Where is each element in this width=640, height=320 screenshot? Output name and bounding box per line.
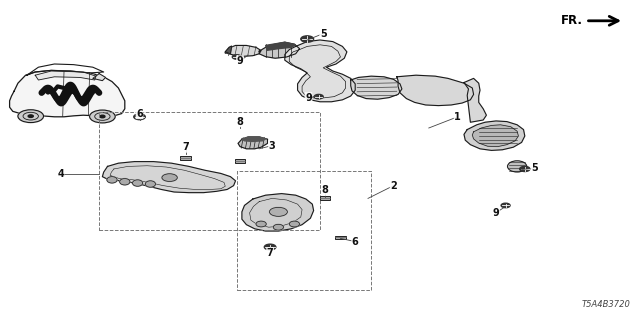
Ellipse shape	[107, 177, 117, 183]
Circle shape	[501, 203, 510, 208]
Bar	[235, 159, 245, 163]
Polygon shape	[242, 194, 314, 231]
Circle shape	[90, 110, 115, 123]
Polygon shape	[225, 45, 261, 56]
Polygon shape	[259, 42, 300, 58]
Circle shape	[162, 174, 177, 181]
Polygon shape	[242, 137, 266, 141]
Text: 1: 1	[454, 112, 461, 122]
Text: T5A4B3720: T5A4B3720	[582, 300, 630, 309]
Ellipse shape	[145, 181, 156, 187]
Text: 4: 4	[58, 169, 64, 180]
Circle shape	[269, 207, 287, 216]
Bar	[237, 171, 371, 290]
Text: 5: 5	[320, 28, 326, 39]
Text: 9: 9	[493, 208, 499, 218]
Circle shape	[301, 36, 314, 42]
Circle shape	[264, 244, 276, 250]
Ellipse shape	[508, 161, 527, 172]
Circle shape	[28, 115, 33, 117]
Text: 9: 9	[237, 56, 243, 66]
Polygon shape	[266, 42, 296, 50]
Circle shape	[232, 55, 241, 59]
Text: 5: 5	[531, 163, 538, 173]
Polygon shape	[464, 78, 486, 122]
Bar	[180, 156, 191, 160]
Polygon shape	[464, 121, 525, 150]
Ellipse shape	[120, 179, 130, 185]
Polygon shape	[472, 125, 518, 147]
Polygon shape	[93, 74, 106, 81]
Ellipse shape	[256, 221, 266, 227]
Polygon shape	[102, 162, 236, 193]
Polygon shape	[238, 137, 268, 149]
Bar	[335, 236, 346, 239]
Polygon shape	[225, 46, 232, 54]
Polygon shape	[35, 71, 96, 80]
Polygon shape	[10, 70, 125, 117]
Text: 8: 8	[322, 185, 328, 196]
Text: 9: 9	[305, 92, 312, 103]
Ellipse shape	[273, 224, 284, 230]
Ellipse shape	[132, 180, 143, 186]
Circle shape	[18, 110, 44, 123]
Bar	[320, 196, 330, 200]
Polygon shape	[397, 75, 474, 106]
Circle shape	[134, 114, 145, 120]
Polygon shape	[285, 40, 355, 102]
Bar	[99, 112, 320, 230]
Polygon shape	[351, 76, 402, 99]
Text: 2: 2	[390, 180, 397, 191]
Text: 7: 7	[182, 142, 189, 152]
Text: FR.: FR.	[561, 14, 582, 27]
Text: 3: 3	[269, 140, 275, 151]
Text: 6: 6	[136, 108, 143, 119]
Ellipse shape	[289, 221, 300, 227]
Circle shape	[314, 94, 323, 99]
Text: 6: 6	[352, 236, 358, 247]
Text: 7: 7	[267, 248, 273, 258]
Circle shape	[520, 166, 530, 172]
Text: 8: 8	[237, 116, 243, 127]
Circle shape	[100, 115, 105, 118]
